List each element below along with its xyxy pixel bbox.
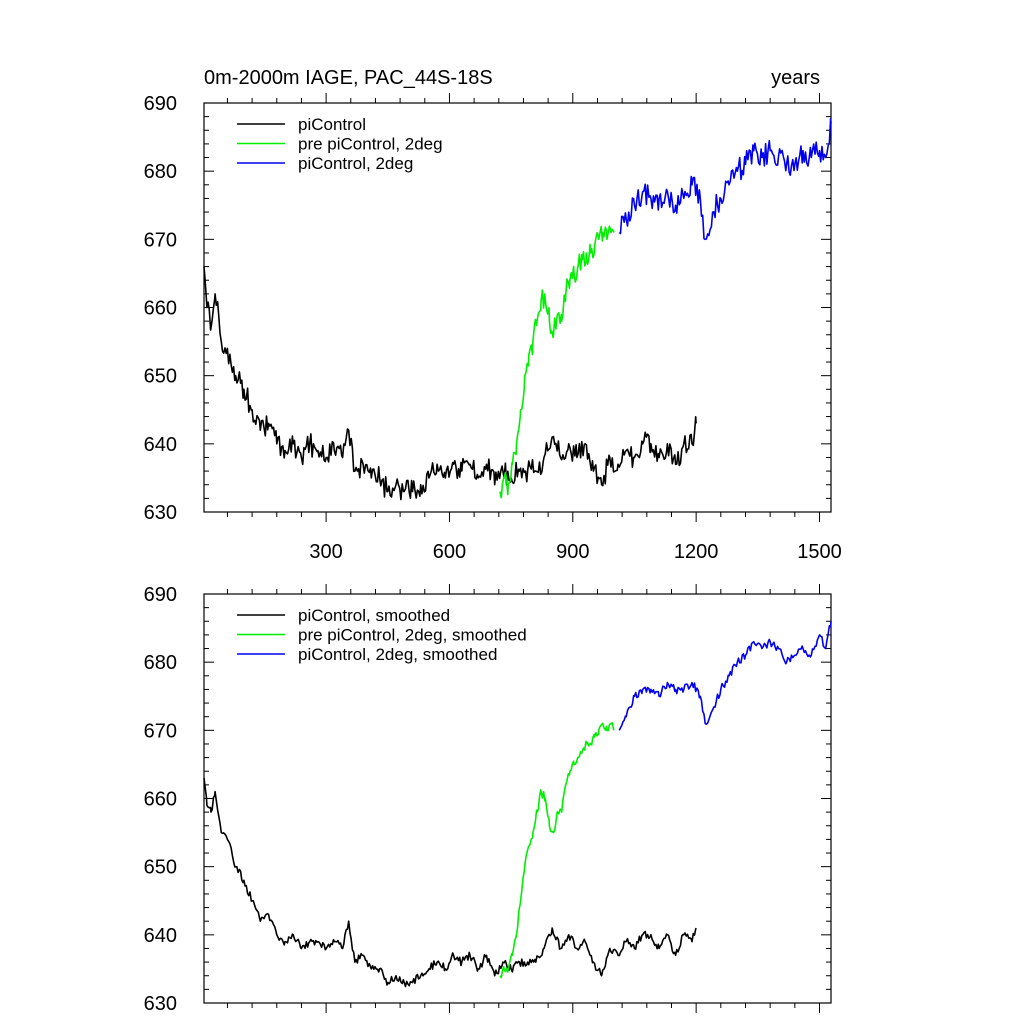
series-line-2 [618, 621, 832, 731]
y-tick-label: 630 [144, 502, 177, 524]
panel-top: 0m-2000m IAGE, PAC_44S-18S years 6306406… [144, 67, 842, 563]
y-tick-label: 670 [144, 229, 177, 251]
y-tick-label: 680 [144, 652, 177, 674]
legend-label: pre piControl, 2deg [298, 135, 443, 154]
legend-label: piControl, 2deg, smoothed [298, 645, 497, 664]
series-line-2 [618, 118, 832, 241]
x-tick-label: 600 [433, 541, 466, 563]
legend-label: pre piControl, 2deg, smoothed [298, 626, 527, 645]
y-tick-label: 660 [144, 789, 177, 811]
panel-top-marks: 630 640 650 660 670 680 690 300 600 900 1200 1500 pi… [144, 93, 842, 563]
legend-label: piControl, 2deg [298, 154, 413, 173]
x-tick-label: 300 [309, 541, 342, 563]
y-tick-label: 630 [144, 993, 177, 1015]
y-tick-label: 650 [144, 857, 177, 879]
y-tick-label: 640 [144, 925, 177, 947]
panel-bottom: 630 640 650 660 670 680 690 piControl, smoothed… [144, 584, 832, 1015]
chart-title: 0m-2000m IAGE, PAC_44S-18S [204, 67, 493, 89]
y-tick-label: 660 [144, 298, 177, 320]
series-line-1 [499, 225, 615, 499]
y-tick-label: 650 [144, 366, 177, 388]
panel-bottom-marks: 630 640 650 660 670 680 690 piControl, smoothed… [144, 584, 832, 1015]
y-tick-label: 640 [144, 434, 177, 456]
x-tick-label: 1500 [797, 541, 842, 563]
chart-title-units: years [771, 67, 820, 89]
series-line-0 [203, 777, 697, 988]
legend-label: piControl [298, 115, 366, 134]
y-tick-label: 690 [144, 93, 177, 115]
x-tick-label: 900 [556, 541, 589, 563]
y-tick-label: 680 [144, 161, 177, 183]
x-tick-label: 1200 [674, 541, 719, 563]
series-line-1 [499, 721, 615, 979]
y-tick-label: 670 [144, 720, 177, 742]
legend-label: piControl, smoothed [298, 606, 450, 625]
y-tick-label: 690 [144, 584, 177, 606]
series-line-0 [203, 266, 697, 501]
